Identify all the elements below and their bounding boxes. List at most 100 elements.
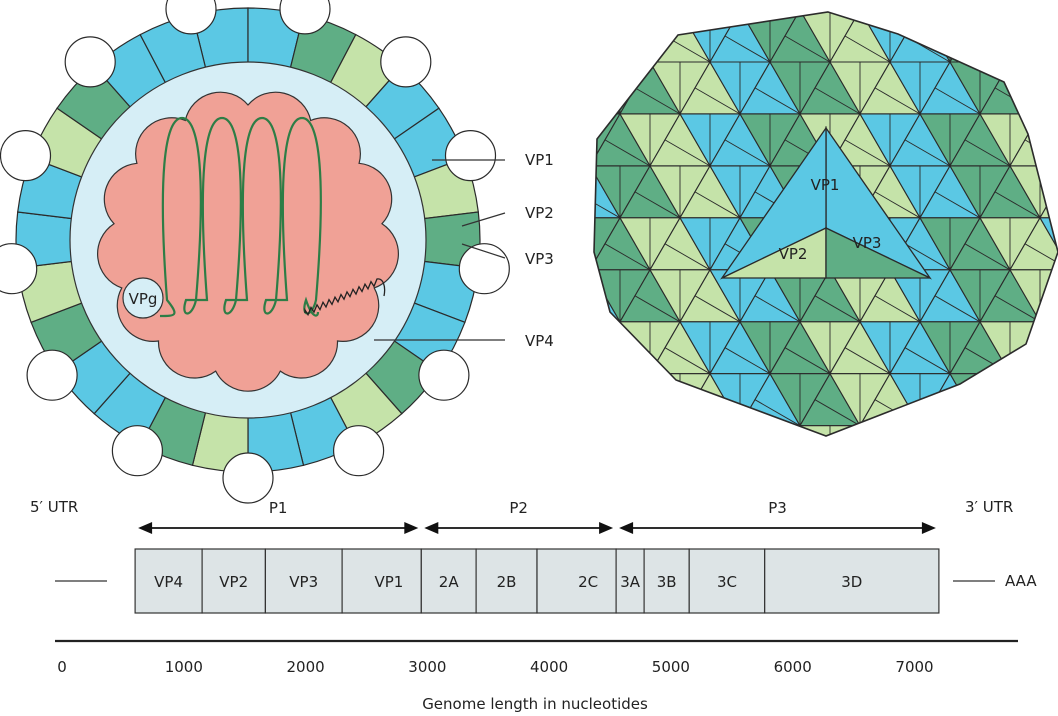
- capsid-face: [709, 424, 771, 436]
- capsid-face-edge: [904, 243, 951, 271]
- capsid-face-edge: [844, 139, 891, 167]
- capsid-face-edge: [784, 35, 831, 63]
- region-arrowhead: [921, 522, 936, 534]
- region-label-p1: P1: [269, 499, 288, 517]
- capsid-face: [619, 372, 681, 427]
- region-arrowhead: [619, 522, 634, 534]
- capsid-face: [920, 0, 980, 10]
- capsid-face: [594, 321, 621, 375]
- capsid-face-edge: [755, 0, 800, 10]
- capsid-face: [1039, 12, 1058, 64]
- capsid-face: [860, 478, 920, 530]
- capsid-face: [890, 478, 950, 530]
- capsid-face-edge: [754, 87, 801, 115]
- capsid-notch: [64, 36, 116, 88]
- segment-3c: [688, 548, 766, 614]
- capsid-notch: [380, 36, 432, 88]
- capsid-face: [950, 0, 1010, 10]
- capsid-face: [650, 478, 710, 530]
- segment-3a: [615, 548, 645, 614]
- capsid-face: [594, 12, 651, 63]
- capsid-face: [889, 424, 951, 436]
- capsid-face: [949, 424, 1011, 436]
- genome-segments: VP4 VP2 VP3 VP1 2A 2B 2C 3A 3B 3C 3D: [134, 548, 940, 614]
- capsid-face-edge: [725, 452, 770, 478]
- vp3-leader: [461, 243, 506, 259]
- segment-label-2b: 2B: [497, 573, 517, 591]
- capsid-face: [590, 0, 650, 10]
- capsid-face-edge: [754, 399, 801, 427]
- capsid-face-edge: [694, 399, 741, 427]
- capsid-face-edge: [874, 87, 921, 115]
- vpg-protein: [122, 277, 164, 319]
- exterior-vp2-label: VP2: [779, 245, 808, 263]
- capsid-face: [680, 0, 740, 10]
- segment-label-3b: 3B: [657, 573, 677, 591]
- utr5-label: 5′ UTR: [30, 498, 78, 516]
- capsid-notch: [279, 0, 331, 35]
- capsid-face-edge: [995, 0, 1040, 10]
- capsid-face-edge: [1025, 452, 1058, 478]
- capsid-face: [1039, 321, 1058, 375]
- capsid-face-edge: [634, 295, 681, 323]
- segment-vp2: [201, 548, 267, 614]
- exterior-vp3-label: VP3: [853, 234, 882, 252]
- capsid-face-edge: [934, 399, 981, 427]
- utr3-label: 3′ UTR: [965, 498, 1013, 516]
- capsid-notch: [458, 243, 510, 295]
- capsid-face-edge: [845, 452, 890, 478]
- vp3-face: [825, 226, 931, 279]
- capsid-notch: [0, 243, 38, 295]
- capsid-face-edge: [604, 35, 651, 63]
- segment-label-2a: 2A: [439, 573, 460, 591]
- capsid-face: [710, 478, 770, 530]
- capsid-face-edge: [664, 243, 711, 271]
- segment-label-3a: 3A: [620, 573, 641, 591]
- exterior-vp1-label: VP1: [811, 176, 840, 194]
- polya-label: AAA: [1005, 572, 1037, 590]
- capsid-face: [590, 478, 650, 530]
- capsid-face: [860, 0, 920, 10]
- capsid-face-edge: [904, 347, 951, 375]
- segment-label-vp3: VP3: [289, 573, 318, 591]
- capsid-face-edge: [905, 452, 950, 478]
- capsid-outline: [593, 11, 1058, 437]
- capsid-notch: [26, 349, 78, 401]
- capsid-face: [1010, 0, 1058, 10]
- vp3-label: VP3: [525, 250, 554, 268]
- capsid-face: [1040, 0, 1058, 10]
- capsid-face: [890, 0, 950, 10]
- capsid-face: [1039, 60, 1058, 115]
- vp2-leader: [461, 212, 506, 227]
- capsid-face-edge: [724, 139, 771, 167]
- capsid-face-edge: [694, 87, 741, 115]
- capsid-face: [739, 425, 801, 436]
- capsid-face: [740, 0, 800, 10]
- capsid-face-edge: [874, 295, 921, 323]
- polya-tail: [304, 278, 386, 317]
- rna-core: [97, 91, 399, 392]
- segment-label-2c: 2C: [578, 573, 598, 591]
- capsid-face-edge: [814, 87, 861, 115]
- capsid-face: [979, 12, 1041, 64]
- capsid-face: [829, 424, 891, 436]
- capsid-face: [560, 478, 620, 530]
- capsid-face-edge: [934, 191, 981, 219]
- axis-tick-label: 2000: [287, 658, 325, 676]
- capsid-notch: [333, 425, 385, 477]
- segment-label-vp4: VP4: [154, 573, 183, 591]
- region-arrowhead: [404, 522, 419, 534]
- capsid-face: [800, 0, 860, 10]
- capsid-face-edge: [695, 504, 740, 530]
- capsid-face: [1009, 373, 1058, 427]
- capsid-face: [979, 425, 1041, 436]
- axis-tick-label: 7000: [895, 658, 933, 676]
- axis-tick-label: 1000: [165, 658, 203, 676]
- segment-label-3d: 3D: [841, 573, 862, 591]
- capsid-face-edge: [594, 399, 621, 427]
- segment-vp4: [134, 548, 203, 614]
- capsid-face: [770, 0, 830, 10]
- capsid-face-edge: [964, 139, 1011, 167]
- capsid-face: [710, 0, 770, 10]
